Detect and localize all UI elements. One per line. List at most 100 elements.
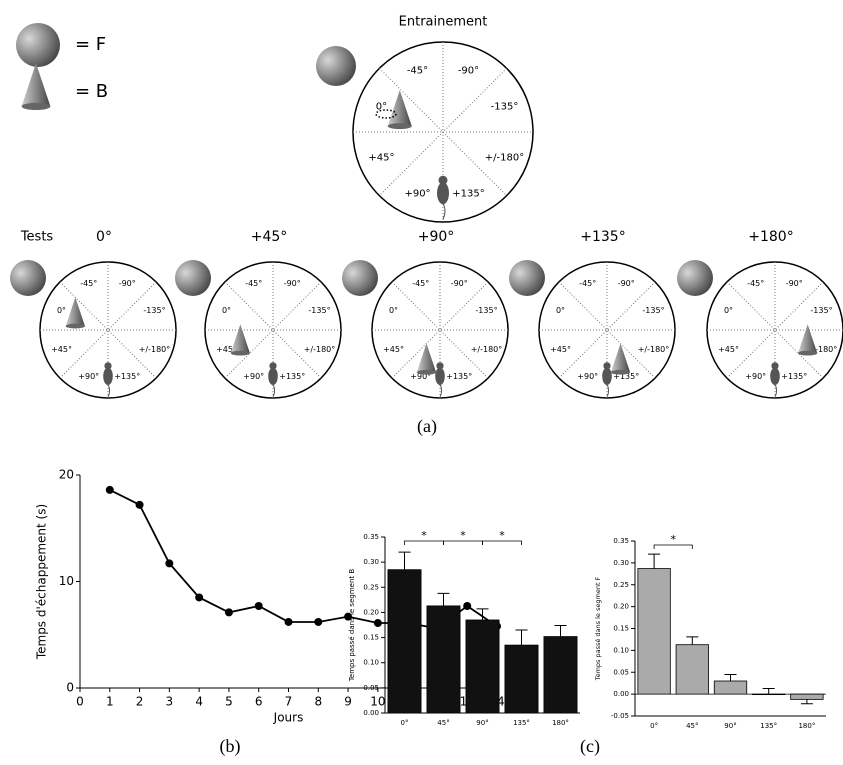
start-marker bbox=[375, 109, 397, 119]
y-tick-label: 20 bbox=[59, 468, 74, 482]
data-point bbox=[373, 619, 382, 628]
x-tick-label: 135° bbox=[513, 719, 530, 727]
data-point bbox=[165, 559, 174, 568]
mouse-tail bbox=[774, 384, 778, 398]
sector-label: +90° bbox=[78, 372, 99, 381]
mouse-head bbox=[269, 362, 277, 370]
sector-label: +/-180° bbox=[638, 345, 670, 354]
bar bbox=[675, 644, 709, 695]
x-tick-label: 0° bbox=[401, 719, 409, 727]
sector-label: -135° bbox=[642, 306, 664, 315]
cone-base bbox=[610, 369, 631, 375]
sector-label: +45° bbox=[383, 345, 404, 354]
mouse-tail bbox=[439, 384, 443, 398]
mouse-tail bbox=[606, 384, 610, 398]
x-tick-label: 90° bbox=[724, 722, 736, 730]
data-point bbox=[135, 500, 144, 509]
sector-label: -90° bbox=[119, 279, 136, 288]
y-tick-label: 0.15 bbox=[613, 625, 629, 633]
sector-label: -45° bbox=[579, 279, 596, 288]
bar bbox=[752, 693, 786, 696]
sphere-icon bbox=[316, 46, 356, 86]
y-tick-label: 0.25 bbox=[363, 583, 379, 591]
y-tick-label: 0.15 bbox=[363, 634, 379, 642]
sector-label: -135° bbox=[143, 306, 165, 315]
data-point bbox=[314, 617, 323, 626]
data-point bbox=[105, 485, 114, 494]
error-bar bbox=[554, 625, 567, 637]
mouse-body bbox=[103, 367, 113, 386]
error-bar bbox=[515, 629, 528, 646]
sector-label: -45° bbox=[80, 279, 97, 288]
data-point bbox=[224, 608, 233, 617]
x-tick-label: 0° bbox=[650, 722, 658, 730]
x-tick-label: 45° bbox=[437, 719, 449, 727]
x-tick-label: 45° bbox=[686, 722, 698, 730]
condition-label: +45° bbox=[251, 229, 288, 245]
sector-label: +/-180° bbox=[485, 152, 524, 163]
sector-label: 0° bbox=[556, 306, 565, 315]
cone-icon bbox=[230, 324, 250, 354]
x-tick-label: 10 bbox=[370, 695, 385, 709]
y-tick-label: 0 bbox=[66, 681, 74, 695]
sector-label: -135° bbox=[475, 306, 497, 315]
condition-label: +135° bbox=[580, 229, 625, 245]
mouse-body bbox=[770, 367, 780, 386]
sphere-icon bbox=[677, 260, 713, 296]
mouse-head bbox=[771, 362, 779, 370]
cone-icon bbox=[416, 343, 437, 373]
data-point bbox=[195, 593, 204, 602]
significance-bracket bbox=[653, 544, 693, 549]
y-axis-label: Temps passé dans le segment F bbox=[594, 576, 602, 681]
x-tick-label: 9 bbox=[344, 695, 352, 709]
cone-base bbox=[416, 369, 437, 375]
y-tick-label: 0.20 bbox=[363, 608, 379, 616]
significance-bracket bbox=[482, 540, 522, 545]
sector-label: 0° bbox=[222, 306, 231, 315]
y-tick-label: 0.25 bbox=[613, 581, 629, 589]
mouse-head bbox=[438, 175, 448, 185]
error-bar bbox=[800, 699, 813, 705]
x-tick-label: 3 bbox=[166, 695, 174, 709]
y-tick-label: 10 bbox=[59, 574, 74, 588]
mouse-body bbox=[435, 367, 445, 386]
sector-label: +45° bbox=[51, 345, 72, 354]
sphere-icon bbox=[16, 23, 60, 67]
bar bbox=[387, 569, 422, 714]
bar bbox=[637, 568, 671, 695]
sphere-icon bbox=[342, 260, 378, 296]
data-point bbox=[284, 617, 293, 626]
error-bar bbox=[686, 636, 699, 645]
y-tick-label: 0.20 bbox=[613, 603, 629, 611]
bar bbox=[543, 636, 578, 714]
mouse-tail bbox=[442, 202, 446, 220]
sphere-icon bbox=[175, 260, 211, 296]
bar bbox=[790, 693, 824, 700]
sector-label: -90° bbox=[786, 279, 803, 288]
cone-icon bbox=[21, 63, 51, 107]
sector-label: -135° bbox=[491, 102, 519, 113]
sector-label: +/-180° bbox=[806, 345, 838, 354]
sector-line bbox=[379, 68, 507, 196]
sector-label: +45° bbox=[368, 152, 394, 163]
sector-label: +45° bbox=[216, 345, 237, 354]
y-axis-label: Temps passé dans le segment B bbox=[348, 569, 356, 683]
mouse-tail bbox=[107, 384, 111, 398]
bar bbox=[426, 605, 461, 714]
sector-label: -90° bbox=[458, 65, 479, 76]
sector-label: +/-180° bbox=[139, 345, 171, 354]
bar bbox=[465, 619, 500, 714]
x-tick-label: 90° bbox=[476, 719, 488, 727]
mouse-body bbox=[437, 182, 449, 205]
mouse-body bbox=[602, 367, 612, 386]
mouse-head bbox=[104, 362, 112, 370]
cone-base bbox=[21, 102, 51, 110]
legend-label: = B bbox=[75, 81, 108, 102]
y-tick-label: 0.05 bbox=[363, 684, 379, 692]
sector-label: -135° bbox=[308, 306, 330, 315]
mouse-head bbox=[436, 362, 444, 370]
cone-base bbox=[230, 350, 250, 356]
condition-label: 0° bbox=[96, 229, 112, 245]
y-tick-label: 0.30 bbox=[613, 559, 629, 567]
